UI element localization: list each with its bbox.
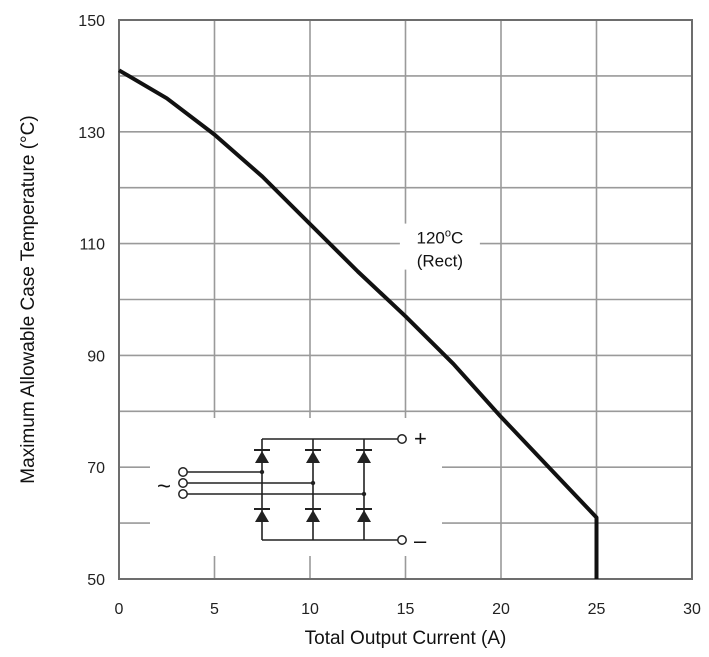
x-tick-label: 30 xyxy=(683,601,701,618)
plus-symbol: + xyxy=(414,426,427,451)
x-tick-label: 25 xyxy=(588,601,606,618)
y-tick-label: 70 xyxy=(87,460,105,477)
y-axis-title: Maximum Allowable Case Temperature (°C) xyxy=(18,115,39,483)
y-tick-label: 110 xyxy=(79,237,105,254)
x-tick-label: 15 xyxy=(397,601,415,618)
x-tick-label: 0 xyxy=(115,601,124,618)
tick-labels: 0 5 10 15 20 25 30 50 70 90 110 130 150 xyxy=(78,13,701,618)
x-tick-label: 10 xyxy=(301,601,319,618)
diode-upper xyxy=(357,451,371,463)
junction-dot xyxy=(259,469,265,475)
annotations: 120oC (Rect) xyxy=(399,223,480,271)
annotation-temp: 120oC xyxy=(416,228,463,248)
diode-upper xyxy=(255,451,269,463)
plus-terminal xyxy=(397,434,407,444)
junction-dot xyxy=(310,480,316,486)
x-axis-title: Total Output Current (A) xyxy=(305,628,507,649)
plot-frame xyxy=(118,19,693,580)
minus-terminal xyxy=(397,535,407,545)
annotation-bg xyxy=(399,223,480,270)
minus-symbol: – xyxy=(414,528,427,553)
annotation-label: (Rect) xyxy=(417,252,463,271)
diode-lower xyxy=(255,510,269,522)
series-group xyxy=(117,68,599,579)
diode-lower xyxy=(357,510,371,522)
y-tick-label: 150 xyxy=(78,13,105,30)
inset-background xyxy=(150,418,442,556)
ac-terminal xyxy=(178,467,188,477)
junction-dot xyxy=(361,491,367,497)
ac-symbol: ~ xyxy=(157,473,171,500)
rectifier-inset: ~ + – xyxy=(150,418,442,556)
y-tick-label: 130 xyxy=(78,125,105,142)
series-line xyxy=(117,68,599,579)
diode-upper xyxy=(306,451,320,463)
ac-terminal xyxy=(178,478,188,488)
x-tick-label: 5 xyxy=(210,601,219,618)
x-tick-label: 20 xyxy=(492,601,510,618)
y-tick-label: 50 xyxy=(87,572,105,589)
y-tick-label: 90 xyxy=(87,348,105,365)
diode-lower xyxy=(306,510,320,522)
ac-terminal xyxy=(178,489,188,499)
